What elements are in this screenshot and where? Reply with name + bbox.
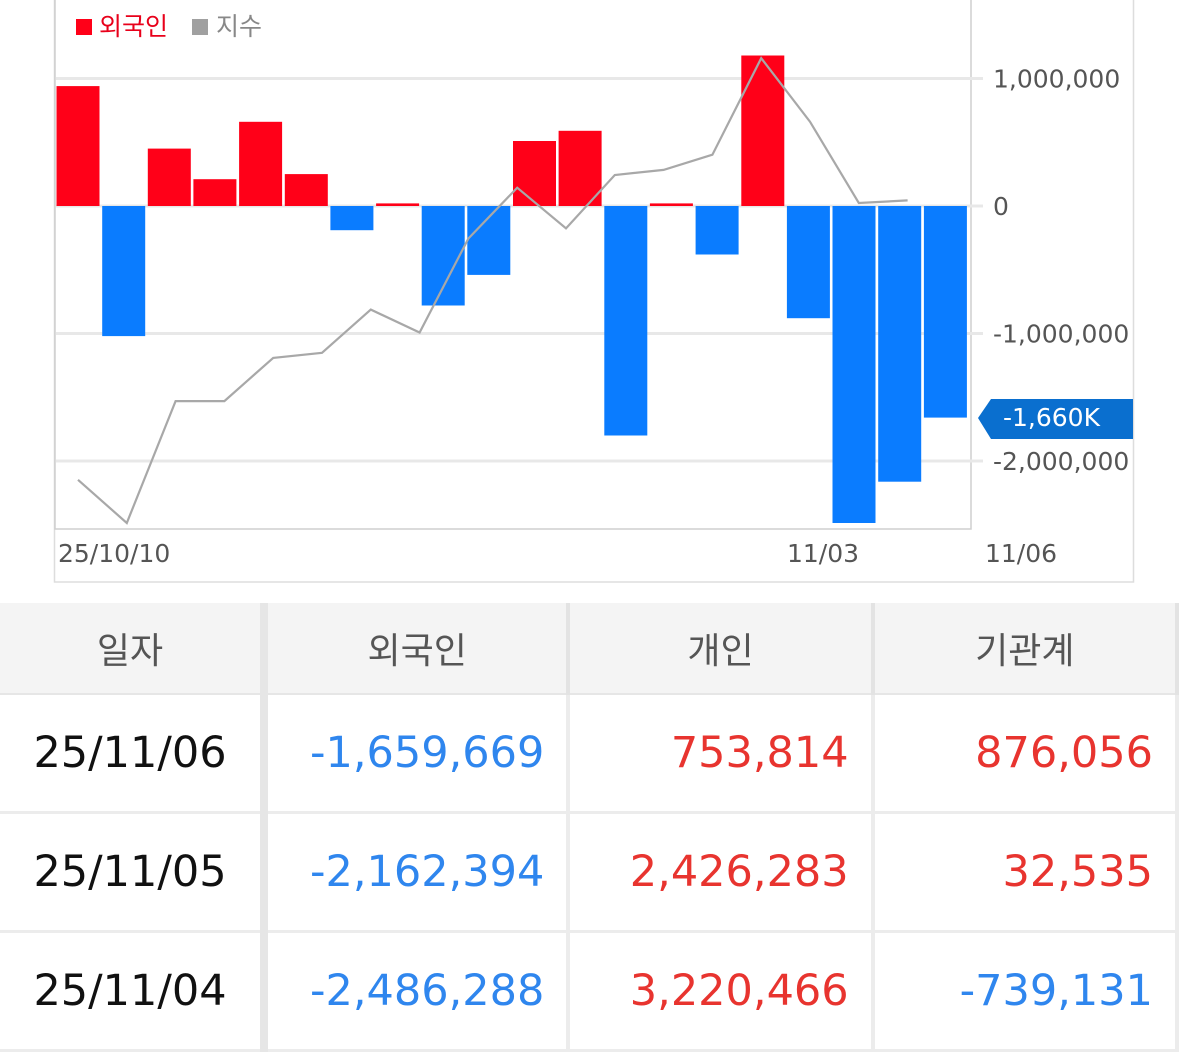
table-row[interactable]: 25/11/05 -2,162,394 2,426,283 32,535 bbox=[0, 812, 1179, 933]
current-value-marker: -1,660K bbox=[978, 399, 1133, 439]
x-axis-ticks: 25/10/10 11/03 11/06 bbox=[58, 539, 1057, 568]
current-value-tag bbox=[978, 399, 1133, 439]
bar bbox=[147, 148, 191, 206]
y-tick-label: 1,000,000 bbox=[993, 65, 1120, 94]
y-tick-label: -1,000,000 bbox=[993, 320, 1129, 349]
y-axis-ticks: 1,000,000 0 -1,000,000 -2,000,000 bbox=[993, 65, 1129, 477]
x-tick-label: 11/03 bbox=[787, 539, 859, 568]
cell-individual: 753,814 bbox=[568, 694, 875, 814]
legend-swatch-foreign bbox=[76, 19, 92, 35]
foreign-bars bbox=[56, 55, 967, 523]
bar bbox=[330, 206, 374, 231]
cell-institution: 876,056 bbox=[872, 694, 1179, 814]
x-tick-label: 11/06 bbox=[985, 539, 1057, 568]
cell-foreign: -2,162,394 bbox=[264, 812, 571, 933]
bar bbox=[513, 141, 556, 206]
bar bbox=[193, 179, 237, 206]
legend-swatch-index bbox=[192, 19, 208, 35]
bar bbox=[284, 174, 328, 206]
legend-label-index: 지수 bbox=[216, 12, 262, 41]
cell-institution: 32,535 bbox=[872, 812, 1179, 933]
cell-date: 25/11/04 bbox=[0, 931, 269, 1052]
header-date: 일자 bbox=[0, 603, 269, 695]
bar bbox=[376, 203, 420, 206]
table-row[interactable]: 25/11/04 -2,486,288 3,220,466 -739,131 bbox=[0, 931, 1179, 1052]
bar bbox=[102, 206, 146, 337]
legend-label-foreign: 외국인 bbox=[99, 12, 168, 41]
table-row[interactable]: 25/11/06 -1,659,669 753,814 876,056 bbox=[0, 694, 1179, 814]
cell-individual: 3,220,466 bbox=[568, 931, 875, 1052]
chart-canvas: 1,000,000 0 -1,000,000 -2,000,000 25/10/10 1… bbox=[53, 0, 1135, 583]
bar bbox=[832, 206, 876, 523]
x-tick-label: 25/10/10 bbox=[58, 539, 170, 568]
foreign-trading-chart: 1,000,000 0 -1,000,000 -2,000,000 25/10/10 1… bbox=[53, 0, 1135, 583]
bar bbox=[239, 121, 283, 206]
current-value-label: -1,660K bbox=[1003, 403, 1101, 432]
y-tick-label: 0 bbox=[993, 192, 1009, 221]
cell-foreign: -2,486,288 bbox=[264, 931, 571, 1052]
cell-foreign: -1,659,669 bbox=[264, 694, 571, 814]
header-individual: 개인 bbox=[568, 603, 875, 695]
index-line bbox=[77, 56, 908, 525]
header-foreign: 외국인 bbox=[264, 603, 571, 695]
y-tick-label: -2,000,000 bbox=[993, 447, 1129, 476]
plot-area-border bbox=[54, 0, 972, 530]
bar bbox=[56, 86, 100, 206]
bar bbox=[604, 206, 648, 436]
header-institution: 기관계 bbox=[872, 603, 1179, 695]
cell-individual: 2,426,283 bbox=[568, 812, 875, 933]
cell-institution: -739,131 bbox=[872, 931, 1179, 1052]
bar bbox=[878, 206, 922, 482]
bar bbox=[695, 206, 739, 255]
table-header-row: 일자 외국인 개인 기관계 bbox=[0, 603, 1179, 695]
bar bbox=[786, 206, 830, 319]
investor-trading-table: 일자 외국인 개인 기관계 25/11/06 -1,659,669 753,814 8… bbox=[0, 603, 1179, 1052]
cell-date: 25/11/05 bbox=[0, 812, 269, 933]
bar bbox=[558, 130, 602, 206]
bar bbox=[923, 206, 967, 418]
index-line-path bbox=[77, 56, 908, 525]
bar bbox=[649, 203, 693, 206]
cell-date: 25/11/06 bbox=[0, 694, 269, 814]
legend: 외국인 지수 bbox=[76, 12, 262, 41]
